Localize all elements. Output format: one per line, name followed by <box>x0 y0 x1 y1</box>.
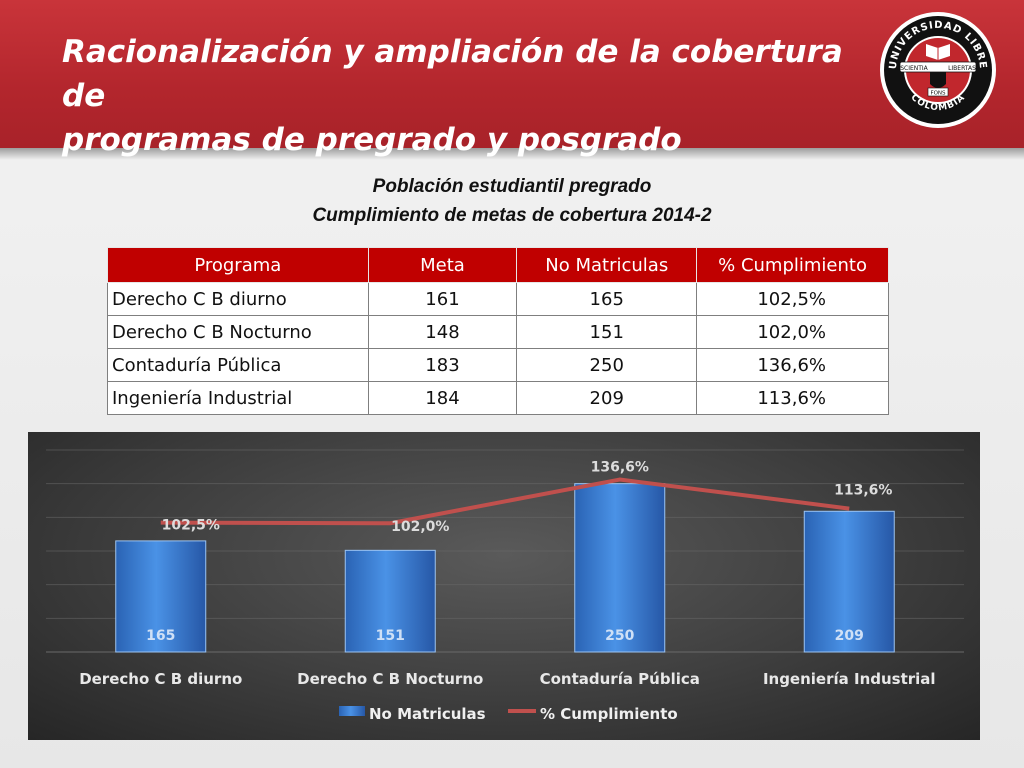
cell-matriculas: 165 <box>516 282 698 316</box>
col-header-meta: Meta <box>367 247 518 283</box>
col-header-programa: Programa <box>107 247 369 283</box>
bar-no-matriculas <box>574 483 666 653</box>
table-heading: Población estudiantil pregrado Cumplimie… <box>112 172 912 230</box>
cell-meta: 184 <box>367 381 518 415</box>
line-cumplimiento <box>160 477 850 526</box>
cell-cumplimiento: 102,0% <box>696 315 889 349</box>
cell-programa: Derecho C B Nocturno <box>107 315 369 349</box>
x-tick-label: Ingeniería Industrial <box>763 670 936 688</box>
bar-no-matriculas <box>344 549 436 653</box>
table-heading-line-2: Cumplimiento de metas de cobertura 2014-… <box>312 205 712 226</box>
cell-meta: 148 <box>367 315 518 349</box>
cell-matriculas: 151 <box>516 315 698 349</box>
cell-meta: 183 <box>367 348 518 382</box>
x-tick-label: Derecho C B Nocturno <box>297 670 483 688</box>
x-tick-label: Contaduría Pública <box>540 670 700 688</box>
cell-matriculas: 209 <box>516 381 698 415</box>
legend-swatch-bar <box>339 706 365 716</box>
table-row: Derecho C B Nocturno 148 151 102,0% <box>107 315 889 349</box>
slide-title: Racionalización y ampliación de la cober… <box>62 30 862 162</box>
cell-programa: Contaduría Pública <box>107 348 369 382</box>
table-row: Ingeniería Industrial 184 209 113,6% <box>107 381 889 415</box>
table-row: Contaduría Pública 183 250 136,6% <box>107 348 889 382</box>
table-header-row: Programa Meta No Matriculas % Cumplimien… <box>107 247 889 283</box>
legend-label-no-matriculas: No Matriculas <box>369 705 486 723</box>
legend-label-cumplimiento: % Cumplimiento <box>540 705 678 723</box>
cell-meta: 161 <box>367 282 518 316</box>
cell-cumplimiento: 136,6% <box>696 348 889 382</box>
slide-title-line-1: Racionalización y ampliación de la cober… <box>62 34 843 114</box>
cell-programa: Ingeniería Industrial <box>107 381 369 415</box>
slide-title-line-2: programas de pregrado y posgrado <box>62 122 682 158</box>
logo-ribbon-right: LIBERTAS <box>948 65 976 72</box>
line-data-label: 113,6% <box>834 483 892 499</box>
cell-cumplimiento: 113,6% <box>696 381 889 415</box>
slide-header <box>0 0 1024 148</box>
header-shadow <box>0 148 1024 160</box>
bar-data-label: 151 <box>376 628 405 644</box>
bar-data-label: 250 <box>605 628 634 644</box>
enrollment-table: Programa Meta No Matriculas % Cumplimien… <box>107 247 889 415</box>
bar-data-label: 209 <box>835 628 864 644</box>
cell-programa: Derecho C B diurno <box>107 282 369 316</box>
chart-panel: 165 Derecho C B diurno 151 Derecho C B Noct… <box>28 432 980 740</box>
logo-ribbon-left: SCIENTIA <box>900 65 928 72</box>
cell-cumplimiento: 102,5% <box>696 282 889 316</box>
bar-no-matriculas <box>803 510 895 653</box>
table-row: Derecho C B diurno 161 165 102,5% <box>107 282 889 316</box>
cell-matriculas: 250 <box>516 348 698 382</box>
col-header-cumplimiento: % Cumplimiento <box>696 247 889 283</box>
logo-ribbon-center: FONS <box>930 91 946 97</box>
x-tick-label: Derecho C B diurno <box>79 670 242 688</box>
line-data-label: 136,6% <box>591 460 649 476</box>
bar-no-matriculas <box>115 540 207 653</box>
line-data-label: 102,0% <box>391 519 449 535</box>
bar-data-label: 165 <box>146 628 175 644</box>
line-data-label: 102,5% <box>162 518 220 534</box>
universidad-libre-logo: UNIVERSIDAD LIBRE COLOMBIA SCIENTIA LIBE… <box>880 12 996 128</box>
col-header-matriculas: No Matriculas <box>516 247 698 283</box>
table-heading-line-1: Población estudiantil pregrado <box>372 176 652 197</box>
combo-chart: 165 Derecho C B diurno 151 Derecho C B Noct… <box>46 449 964 723</box>
logo-shield-icon <box>930 72 946 88</box>
